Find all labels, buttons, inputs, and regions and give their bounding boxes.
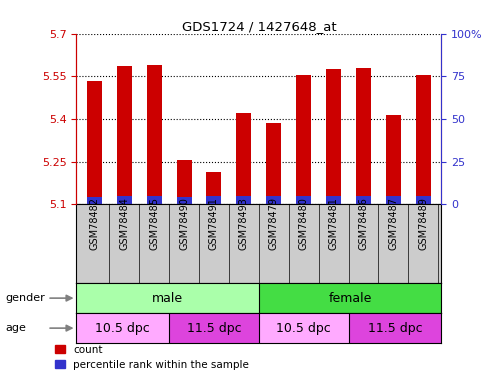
Bar — [147, 196, 162, 204]
Bar — [266, 196, 281, 204]
Bar — [76, 283, 259, 313]
Bar — [259, 313, 349, 343]
Bar — [207, 172, 221, 204]
Bar — [176, 197, 192, 204]
Bar — [416, 75, 431, 204]
Bar — [259, 283, 441, 313]
Title: GDS1724 / 1427648_at: GDS1724 / 1427648_at — [181, 20, 336, 33]
Bar — [326, 69, 341, 204]
Text: 10.5 dpc: 10.5 dpc — [95, 322, 150, 334]
Bar — [147, 65, 162, 204]
Text: female: female — [328, 292, 372, 304]
Text: age: age — [5, 323, 26, 333]
Bar — [117, 66, 132, 204]
Bar — [356, 68, 371, 204]
Bar — [416, 196, 431, 204]
Text: male: male — [152, 292, 183, 304]
Bar — [349, 313, 441, 343]
Text: 11.5 dpc: 11.5 dpc — [187, 322, 241, 334]
Text: 10.5 dpc: 10.5 dpc — [276, 322, 331, 334]
Bar — [296, 196, 311, 204]
Text: 11.5 dpc: 11.5 dpc — [368, 322, 422, 334]
Bar — [169, 313, 259, 343]
Bar — [326, 196, 341, 204]
Bar — [176, 160, 192, 204]
Bar — [207, 196, 221, 204]
Bar — [237, 196, 251, 204]
Bar — [386, 196, 401, 204]
Bar — [76, 313, 169, 343]
Text: gender: gender — [5, 293, 45, 303]
Bar — [87, 81, 102, 204]
Bar — [87, 197, 102, 204]
Bar — [296, 75, 311, 204]
Bar — [356, 196, 371, 204]
Legend: count, percentile rank within the sample: count, percentile rank within the sample — [55, 345, 249, 370]
Bar — [266, 123, 281, 204]
Bar — [237, 113, 251, 204]
Bar — [117, 196, 132, 204]
Bar — [386, 115, 401, 204]
